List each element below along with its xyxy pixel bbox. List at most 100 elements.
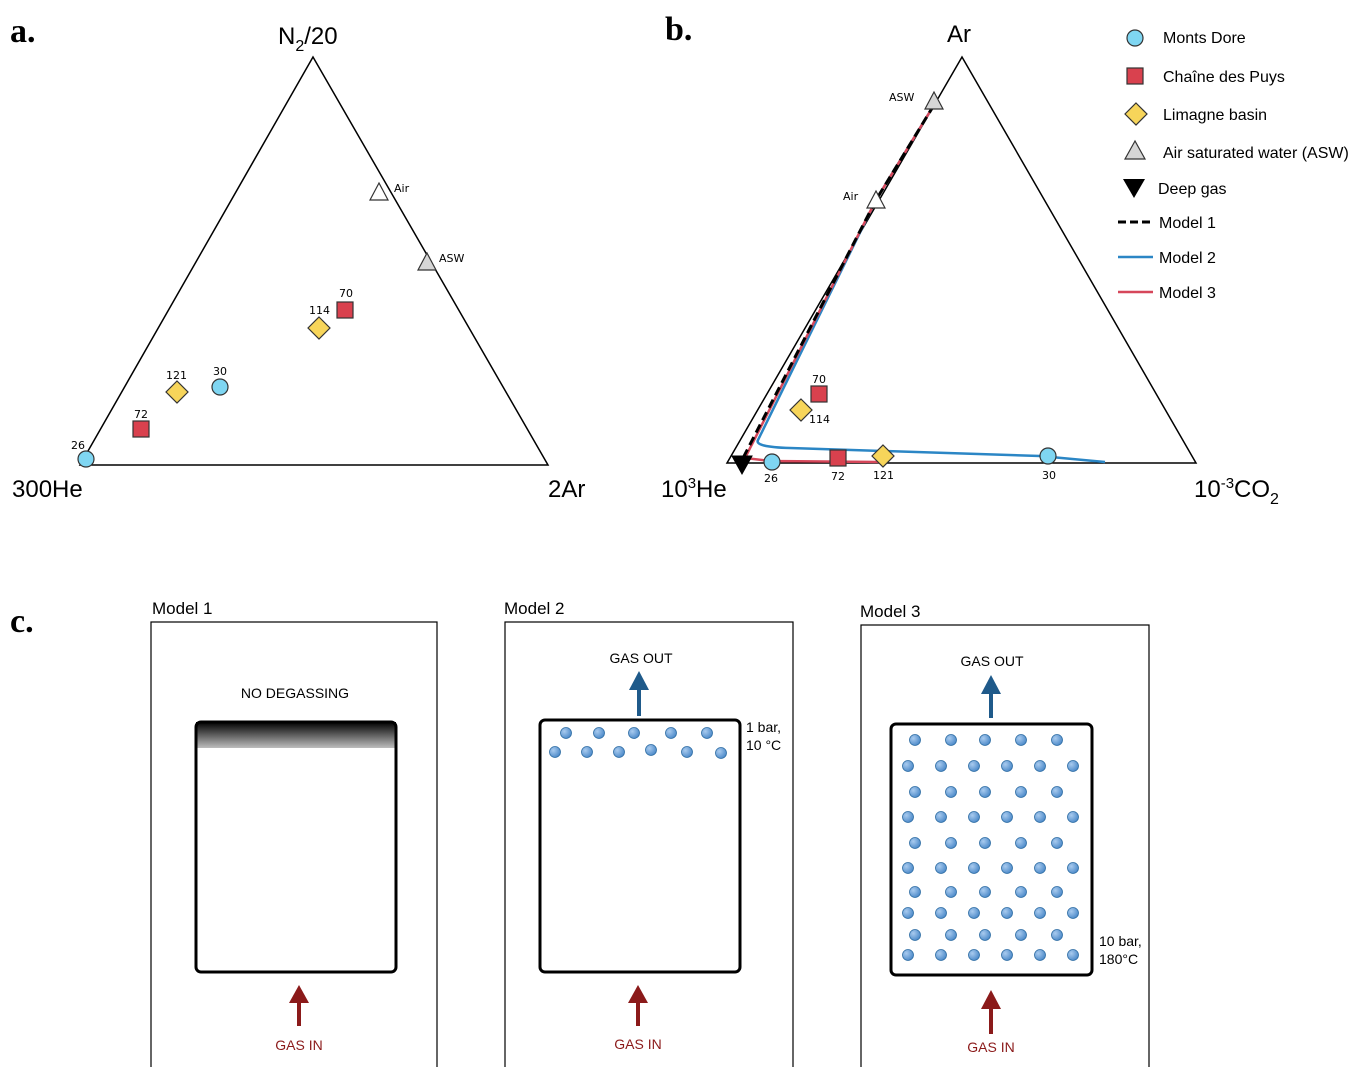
ternary-b-point-114 (789, 398, 813, 422)
bubble (1051, 837, 1063, 849)
bubble (945, 886, 957, 898)
bubble (1015, 786, 1027, 798)
bubble (1067, 862, 1079, 874)
bubble (979, 837, 991, 849)
ternary-a-label-26: 26 (71, 439, 85, 452)
bubble (1015, 734, 1027, 746)
model-3-title: Model 3 (860, 602, 921, 621)
bubble (1001, 949, 1013, 961)
legend-model-1-label: Model 1 (1159, 215, 1216, 232)
bubble (1034, 760, 1046, 772)
bubble (1001, 907, 1013, 919)
ternary-a-point-121 (165, 380, 189, 404)
bubble (701, 727, 713, 739)
bubble (681, 746, 693, 758)
model-1-top-text: NO DEGASSING (241, 685, 349, 701)
model-2-panel: Model 2 GAS OUT 1 bar, 10 °C GAS IN (504, 599, 794, 1067)
legend-deep-gas-marker (1123, 179, 1145, 198)
ternary-b-asw-marker (924, 90, 944, 110)
legend-asw-label: Air saturated water (ASW) (1163, 145, 1349, 162)
legend-chaine-des-puys-marker (1126, 67, 1144, 85)
bubble (1067, 811, 1079, 823)
ternary-b-label-26: 26 (764, 472, 778, 485)
bubble (979, 886, 991, 898)
ternary-b-label-72: 72 (831, 470, 845, 483)
model-1-curve (740, 104, 936, 461)
model-2-gas-out-arrow (629, 671, 649, 716)
bubble (909, 786, 921, 798)
ternary-b-point-121 (871, 444, 895, 468)
bubble (902, 862, 914, 874)
bubble (1034, 949, 1046, 961)
bubble (935, 760, 947, 772)
bubble (1015, 886, 1027, 898)
ternary-a-label-121: 121 (166, 369, 187, 382)
model-3-bubbles (902, 734, 1079, 961)
bubble (1067, 760, 1079, 772)
model-3-condition-2: 180°C (1099, 951, 1138, 967)
ternary-a-label-72: 72 (134, 408, 148, 421)
model-3-frame (860, 624, 1150, 1067)
legend-asw-marker (1123, 139, 1147, 160)
bubble (945, 786, 957, 798)
bubble (1051, 929, 1063, 941)
legend-chaine-des-puys-label: Chaîne des Puys (1163, 69, 1285, 86)
model-1-gas-in-arrow (289, 985, 309, 1026)
ternary-b-apex-left: 103He (661, 475, 727, 503)
ternary-b-apex-top: Ar (947, 21, 971, 48)
bubble (1051, 786, 1063, 798)
bubble (945, 837, 957, 849)
panel-c: c. Model 1 NO DEGASSING GAS IN Model 2 G… (10, 599, 1150, 1067)
model-2-title: Model 2 (504, 599, 565, 618)
bubble (613, 746, 625, 758)
ternary-a-point-70 (336, 301, 354, 319)
bubble (945, 734, 957, 746)
legend: Monts Dore Chaîne des Puys Limagne basin… (1118, 29, 1349, 302)
ternary-a-point-26 (77, 450, 95, 468)
bubble (909, 837, 921, 849)
bubble (909, 886, 921, 898)
bubble (1001, 811, 1013, 823)
model-1-title: Model 1 (152, 599, 213, 618)
panel-label-a: a. (10, 13, 36, 50)
legend-model-2-label: Model 2 (1159, 250, 1216, 267)
bubble (909, 734, 921, 746)
model-2-condition-1: 1 bar, (746, 719, 781, 735)
ternary-a-label-30: 30 (213, 365, 227, 378)
model-2-condition-2: 10 °C (746, 737, 781, 753)
ternary-b-apex-right: 10-3CO2 (1194, 475, 1279, 508)
bubble (902, 811, 914, 823)
bubble (968, 811, 980, 823)
bubble (1015, 837, 1027, 849)
ternary-a-point-72 (132, 420, 150, 438)
bubble (593, 727, 605, 739)
ternary-b-deep-gas-marker (731, 455, 753, 476)
legend-model-3-label: Model 3 (1159, 285, 1216, 302)
bubble (968, 862, 980, 874)
model-3-gas-in-arrow (981, 990, 1001, 1034)
ternary-a-apex-right: 2Ar (548, 476, 585, 503)
bubble (945, 929, 957, 941)
bubble (1067, 907, 1079, 919)
model-2-bubbles (549, 727, 727, 759)
model-1-reservoir (194, 720, 398, 974)
ternary-a-asw-label: ASW (439, 252, 465, 265)
ternary-a-apex-left-label: 300He (12, 476, 83, 503)
bubble (665, 727, 677, 739)
bubble (715, 747, 727, 759)
ternary-a-label-70: 70 (339, 287, 353, 300)
model-3-reservoir (889, 722, 1094, 977)
ternary-b-label-121: 121 (873, 469, 894, 482)
model-3-top-text: GAS OUT (960, 653, 1023, 669)
ternary-a-air-label: Air (394, 182, 410, 195)
bubble (1051, 886, 1063, 898)
model-3-condition-1: 10 bar, (1099, 933, 1142, 949)
ternary-b-label-30: 30 (1042, 469, 1056, 482)
legend-monts-dore-label: Monts Dore (1163, 30, 1246, 47)
bubble (1015, 929, 1027, 941)
model-1-degas-gradient (196, 722, 396, 748)
model-2-gas-in-label: GAS IN (614, 1036, 661, 1052)
bubble (1001, 760, 1013, 772)
panel-label-b: b. (665, 11, 692, 48)
